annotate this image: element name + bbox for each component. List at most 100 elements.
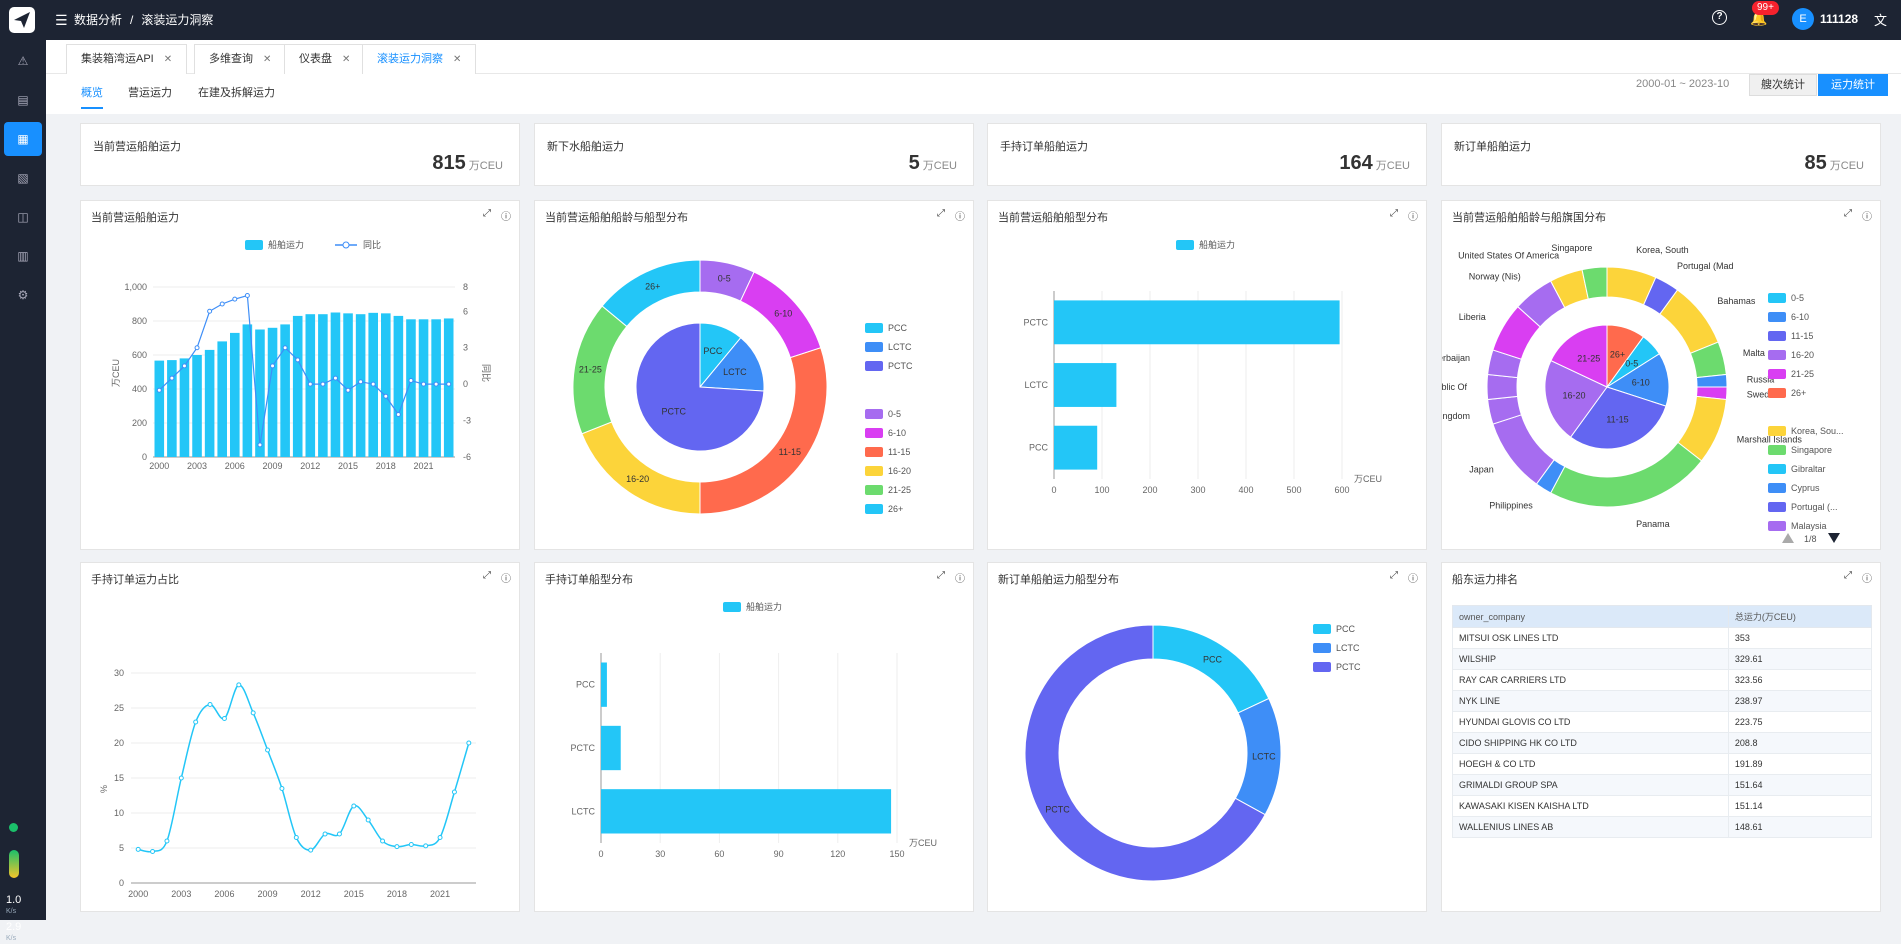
date-range[interactable]: 2000-01 ~ 2023-10 [1636, 78, 1730, 90]
table-row[interactable]: CIDO SHIPPING HK CO LTD 208.8 [1452, 732, 1873, 754]
yoy-point [295, 357, 301, 363]
expand-icon[interactable]: ⤢ [1844, 208, 1852, 219]
close-icon[interactable]: ✕ [453, 54, 462, 65]
slice-label: 0-5 [718, 274, 731, 284]
slice-label: Sweden [1747, 389, 1780, 399]
ship-count-button[interactable]: 艘次统计 [1749, 74, 1817, 96]
sidebar-analysis-icon[interactable]: ▦ [4, 122, 42, 156]
sidebar-doc-icon[interactable]: ▤ [17, 93, 29, 107]
slice-label: 11-15 [779, 447, 801, 457]
x-tick-label: 2006 [225, 461, 245, 471]
help-icon[interactable]: ? [1712, 10, 1727, 25]
yoy-point [383, 393, 389, 399]
y-tick-label: LCTC [1024, 380, 1048, 390]
expand-icon[interactable]: ⤢ [483, 208, 491, 219]
yoy-point [282, 345, 288, 351]
table-row[interactable]: KAWASAKI KISEN KAISHA LTD 151.14 [1452, 795, 1873, 817]
table-row[interactable]: MITSUI OSK LINES LTD 353 [1452, 627, 1873, 649]
bar [1054, 363, 1117, 407]
sidebar-tools-icon[interactable]: ⚙ [17, 288, 29, 302]
menu-icon[interactable]: ☰ [55, 12, 68, 28]
legend-item-swatch [865, 342, 883, 352]
table-row[interactable]: WILSHIP 329.61 [1452, 648, 1873, 670]
expand-icon[interactable]: ⤢ [1390, 570, 1398, 581]
y-tick-label: 0 [142, 452, 147, 462]
legend-item: 16-20 [1791, 350, 1814, 360]
help-icon[interactable]: ⓘ [1862, 212, 1872, 223]
ratio-line [138, 684, 470, 853]
x-tick-label: 2021 [430, 889, 450, 899]
close-icon[interactable]: ✕ [163, 54, 173, 65]
subtab-building[interactable]: 在建及拆解运力 [198, 87, 275, 99]
legend-item: Malaysia [1791, 521, 1827, 531]
kpi-value: 815 万CEU [432, 152, 503, 174]
table-row[interactable]: WALLENIUS LINES AB 148.61 [1452, 816, 1873, 838]
kpi-value: 85 万CEU [1804, 152, 1864, 174]
owner-cell: NYK LINE [1452, 690, 1729, 712]
user-name[interactable]: 111128 [1820, 12, 1859, 26]
outer-slice [601, 259, 701, 328]
expand-icon[interactable]: ⤢ [937, 208, 945, 219]
ratio-point [193, 719, 199, 725]
yoy-point [358, 379, 364, 385]
slice-label: Norway (Nis) [1469, 272, 1521, 282]
sidebar-table-icon[interactable]: ▥ [17, 249, 29, 263]
tab-multi-query[interactable]: 多维查询 ✕ [194, 44, 287, 74]
breadcrumb: 数据分析 / 滚装运力洞察 [74, 11, 221, 28]
expand-icon[interactable]: ⤢ [483, 570, 491, 581]
sidebar-report-icon[interactable]: ▧ [17, 171, 29, 185]
breadcrumb-item[interactable]: 数据分析 [74, 13, 123, 27]
sidebar-ship-icon[interactable]: ◫ [17, 210, 29, 224]
help-icon[interactable]: ⓘ [1408, 574, 1418, 585]
y-tick-label: 400 [132, 384, 147, 394]
legend-item: LCTC [888, 342, 912, 352]
x-tick-label: 2000 [128, 889, 148, 899]
legend-dot [342, 241, 350, 249]
subtab-overview[interactable]: 概览 [81, 87, 103, 99]
column-header[interactable]: 总运力(万CEU) [1727, 605, 1873, 628]
tab-dashboard[interactable]: 仪表盘 ✕ [284, 44, 366, 74]
capacity-button[interactable]: 运力统计 [1818, 74, 1888, 96]
expand-icon[interactable]: ⤢ [1844, 570, 1852, 581]
table-row[interactable]: HOEGH & CO LTD 191.89 [1452, 753, 1873, 775]
y-tick-label: LCTC [571, 806, 595, 816]
ratio-point [437, 835, 443, 840]
sidebar-warning-icon[interactable]: ⚠ [17, 54, 29, 68]
close-icon[interactable]: ✕ [263, 54, 272, 65]
close-icon[interactable]: ✕ [342, 54, 351, 65]
kpi-label: 手持订单船舶运力 [1000, 141, 1088, 153]
help-icon[interactable]: ⓘ [955, 574, 965, 585]
app-logo[interactable] [9, 7, 35, 33]
owner-cell: CIDO SHIPPING HK CO LTD [1452, 732, 1729, 754]
slice-label: Korea, South [1636, 245, 1689, 255]
legend-item-swatch [1768, 483, 1786, 493]
y2-tick-label: 3 [463, 343, 468, 353]
avatar[interactable]: E [1792, 8, 1814, 30]
bar [1054, 425, 1098, 470]
table-row[interactable]: GRIMALDI GROUP SPA 151.64 [1452, 774, 1873, 796]
table-row[interactable]: RAY CAR CARRIERS LTD 323.56 [1452, 669, 1873, 691]
column-header[interactable]: owner_company [1452, 605, 1729, 628]
help-icon[interactable]: ⓘ [1862, 574, 1872, 585]
table-row[interactable]: HYUNDAI GLOVIS CO LTD 223.75 [1452, 711, 1873, 733]
slice-label: Philippines [1489, 501, 1533, 511]
translate-icon[interactable]: 文 [1874, 13, 1888, 28]
slice-label: PCTC [662, 407, 687, 417]
expand-icon[interactable]: ⤢ [1390, 208, 1398, 219]
help-icon[interactable]: ⓘ [501, 574, 511, 585]
help-icon[interactable]: ⓘ [501, 212, 511, 223]
slice-label: United States Of America [1458, 250, 1559, 260]
bar [292, 315, 303, 457]
tab-roro-insight[interactable]: 滚装运力洞察 ✕ [362, 44, 477, 74]
subtab-operating[interactable]: 营运运力 [128, 87, 172, 99]
y2-tick-label: -3 [463, 416, 471, 426]
notification-badge: 99+ [1752, 1, 1779, 15]
help-icon[interactable]: ⓘ [955, 212, 965, 223]
help-icon[interactable]: ⓘ [1408, 212, 1418, 223]
table-row[interactable]: NYK LINE 238.97 [1452, 690, 1873, 712]
bar [255, 329, 265, 457]
tab-api[interactable]: 集装箱湾运API ✕ [66, 44, 188, 74]
legend-item-swatch [865, 504, 883, 514]
expand-icon[interactable]: ⤢ [937, 570, 945, 581]
legend-item: 21-25 [1791, 369, 1814, 379]
